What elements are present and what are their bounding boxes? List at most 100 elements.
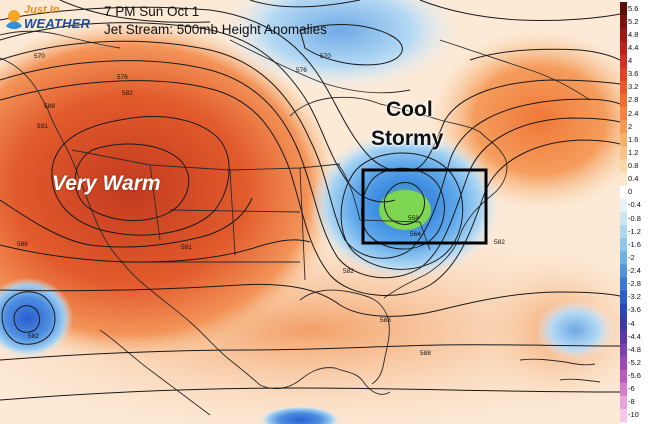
colorbar-tick-label: -10: [628, 410, 639, 420]
contour-label: 588: [44, 103, 55, 110]
colorbar-swatch: [620, 133, 627, 147]
logo-line1: Just In: [24, 4, 60, 16]
colorbar-tick-label: 4.4: [628, 42, 639, 52]
storm-highlight-box: [361, 168, 488, 245]
colorbar-tick-label: -4.4: [628, 331, 641, 341]
anomaly-colorbar: 5.6 5.2 4.8 4.4 4 3.6 3.2 2.8 2.4 2 1.6 1.2 0.8 0.4 0 -…: [620, 0, 650, 424]
title-time: 7 PM Sun Oct 1: [104, 4, 200, 19]
colorbar-tick-label: 1.6: [628, 134, 639, 144]
colorbar-tick-label: -2.4: [628, 266, 641, 276]
colorbar-swatch: [620, 146, 627, 160]
height-contours: [0, 0, 620, 401]
colorbar-tick-label: 2.4: [628, 108, 639, 118]
colorbar-tick-label: 1.2: [628, 147, 639, 157]
south-low: [260, 406, 340, 424]
colorbar-swatch: [620, 317, 627, 331]
contour-label: 564: [410, 231, 421, 238]
title-description: Jet Stream: 500mb Height Anomalies: [104, 22, 327, 37]
contour-label: 591: [37, 123, 48, 130]
pacific-low: [0, 278, 73, 358]
colorbar-tick-label: 5.2: [628, 16, 639, 26]
colorbar-swatch: [620, 330, 627, 344]
colorbar-swatch: [620, 198, 627, 213]
colorbar-tick-label: -3.6: [628, 305, 641, 315]
colorbar-tick-label: -5.6: [628, 371, 641, 381]
west-warm-ridge: [0, 20, 340, 360]
contour-label: 576: [117, 74, 128, 81]
colorbar-tick-label: 3.2: [628, 82, 639, 92]
colorbar-tick-label: -0.8: [628, 213, 641, 223]
colorbar-swatch: [620, 395, 627, 410]
contour-label: 591: [181, 244, 192, 251]
cool-label: Cool: [386, 98, 433, 121]
contour-label: 588: [420, 350, 431, 357]
colorbar-swatch: [620, 290, 627, 305]
map-title: 7 PM Sun Oct 1 Jet Stream: 500mb Height …: [104, 3, 327, 39]
colorbar-swatch: [620, 369, 627, 384]
colorbar-tick-label: -2.8: [628, 279, 641, 289]
colorbar-tick-label: 0: [628, 187, 633, 197]
contour-label: 570: [320, 53, 331, 60]
coastlines: [0, 30, 601, 416]
very-warm-label: Very Warm: [52, 172, 161, 195]
colorbar-swatch: [620, 382, 627, 397]
contour-label: 582: [343, 268, 354, 275]
contour-label: 558: [408, 215, 419, 222]
colorbar-swatches: [620, 2, 627, 423]
colorbar-tick-label: -5.2: [628, 357, 641, 367]
colorbar-swatch: [620, 67, 627, 82]
colorbar-swatch: [620, 2, 627, 16]
colorbar-swatch: [620, 159, 627, 174]
colorbar-tick-label: 0.4: [628, 174, 639, 184]
colorbar-swatch: [620, 120, 627, 134]
colorbar-swatch: [620, 41, 627, 55]
colorbar-swatch: [620, 303, 627, 318]
colorbar-tick-label: 3.6: [628, 69, 639, 79]
colorbar-tick-label: -4: [628, 318, 635, 328]
colorbar-swatch: [620, 15, 627, 29]
colorbar-swatch: [620, 277, 627, 292]
colorbar-swatch: [620, 264, 627, 279]
colorbar-tick-label: -1.6: [628, 239, 641, 249]
contour-label: 582: [28, 333, 39, 340]
colorbar-tick-label: -0.4: [628, 200, 641, 210]
contour-label: 582: [122, 90, 133, 97]
colorbar-tick-label: -8: [628, 397, 635, 407]
colorbar-tick-label: 5.6: [628, 3, 639, 13]
colorbar-swatch: [620, 54, 627, 69]
colorbar-swatch: [620, 28, 627, 42]
colorbar-tick-label: 0.8: [628, 161, 639, 171]
stormy-label: Stormy: [371, 127, 444, 150]
colorbar-tick-label: 4: [628, 56, 633, 66]
contour-label: 570: [34, 53, 45, 60]
colorbar-tick-label: -1.2: [628, 226, 641, 236]
contour-label: 588: [17, 241, 28, 248]
colorbar-swatch: [620, 172, 627, 187]
colorbar-swatch: [620, 251, 627, 265]
contour-label: 582: [494, 239, 505, 246]
colorbar-tick-label: -3.2: [628, 292, 641, 302]
sun-icon: [6, 10, 22, 29]
colorbar-swatch: [620, 343, 627, 357]
colorbar-swatch: [620, 93, 627, 108]
colorbar-swatch: [620, 408, 627, 423]
colorbar-tick-label: 2.8: [628, 95, 639, 105]
contour-labels: 570 576 582 588 591 591 588 582 576 570 …: [17, 53, 505, 357]
anomaly-map: 570 576 582 588 591 591 588 582 576 570 …: [0, 0, 620, 424]
colorbar-tick-label: -6: [628, 384, 635, 394]
colorbar-tick-label: 4.8: [628, 29, 639, 39]
colorbar-swatch: [620, 225, 627, 239]
colorbar-tick-label: -2: [628, 252, 635, 262]
just-in-weather-logo: Just In WEATHER: [4, 4, 90, 40]
atlantic-low: [535, 300, 615, 360]
colorbar-swatch: [620, 80, 627, 95]
colorbar-swatch: [620, 238, 627, 252]
colorbar-swatch: [620, 185, 627, 200]
contour-label: 576: [296, 67, 307, 74]
logo-line2: WEATHER: [24, 16, 91, 31]
colorbar-swatch: [620, 107, 627, 121]
colorbar-swatch: [620, 356, 627, 370]
colorbar-tick-label: 2: [628, 121, 633, 131]
colorbar-tick-label: -4.8: [628, 344, 641, 354]
